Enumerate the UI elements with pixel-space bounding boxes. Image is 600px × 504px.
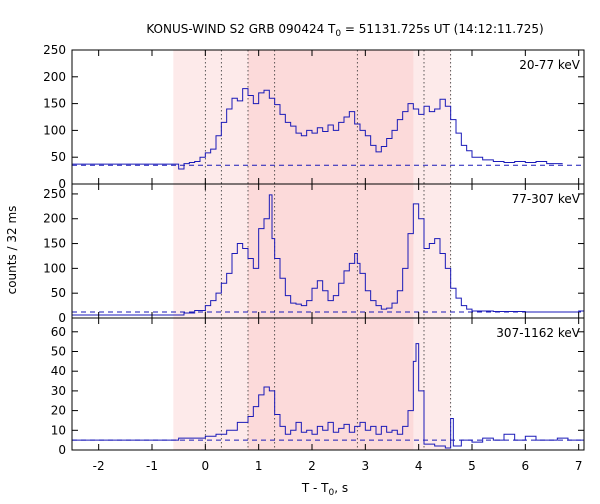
xtick-label: 4 — [415, 459, 423, 473]
chart-title: KONUS-WIND S2 GRB 090424 T0 = 51131.725s… — [146, 22, 543, 39]
shaded-regions — [173, 50, 451, 450]
ytick-label: 150 — [43, 237, 66, 251]
band-label-panel-1: 77-307 keV — [512, 192, 581, 206]
xtick-label: 7 — [575, 459, 583, 473]
x-axis-label: T - T0, s — [301, 481, 348, 498]
ytick-label: 40 — [51, 364, 66, 378]
y-axis-label: counts / 32 ms — [5, 206, 19, 295]
ytick-label: 0 — [58, 443, 66, 457]
panel-labels: 20-77 keV 77-307 keV 307-1162 keV — [496, 58, 580, 340]
ytick-label: 200 — [43, 212, 66, 226]
x-tick-labels: -2 -1 0 1 2 3 4 5 6 7 — [93, 459, 583, 473]
xtick-label: 3 — [362, 459, 370, 473]
panel-frames — [71, 49, 585, 451]
xtick-label: 0 — [202, 459, 210, 473]
xtick-label: 2 — [308, 459, 316, 473]
ytick-label: 30 — [51, 384, 66, 398]
ytick-label: 0 — [58, 311, 66, 325]
xtick-label: 1 — [255, 459, 263, 473]
ytick-label: 10 — [51, 423, 66, 437]
ytick-label: 150 — [43, 97, 66, 111]
ytick-label: 50 — [51, 150, 66, 164]
lightcurve-panel-0 — [72, 88, 563, 170]
xtick-label: -2 — [93, 459, 105, 473]
ytick-label: 0 — [58, 177, 66, 191]
ytick-label: 250 — [43, 43, 66, 57]
xtick-label: -1 — [146, 459, 158, 473]
band-label-panel-2: 307-1162 keV — [496, 326, 580, 340]
xtick-label: 5 — [468, 459, 476, 473]
ytick-label: 60 — [51, 325, 66, 339]
ytick-label: 200 — [43, 70, 66, 84]
y-tick-labels: 0501001502002500501001502002500102030405… — [43, 43, 66, 457]
ytick-label: 250 — [43, 187, 66, 201]
lightcurve-panel-2 — [72, 343, 584, 449]
ytick-label: 50 — [51, 286, 66, 300]
panel-frame-2 — [71, 317, 585, 451]
series-lines — [72, 88, 584, 449]
xtick-label: 6 — [522, 459, 530, 473]
ytick-label: 20 — [51, 404, 66, 418]
ytick-label: 100 — [43, 123, 66, 137]
ytick-label: 50 — [51, 344, 66, 358]
ytick-label: 100 — [43, 261, 66, 275]
lightcurve-panel-1 — [72, 194, 584, 316]
band-label-panel-0: 20-77 keV — [519, 58, 581, 72]
shaded-region-1 — [248, 50, 414, 450]
